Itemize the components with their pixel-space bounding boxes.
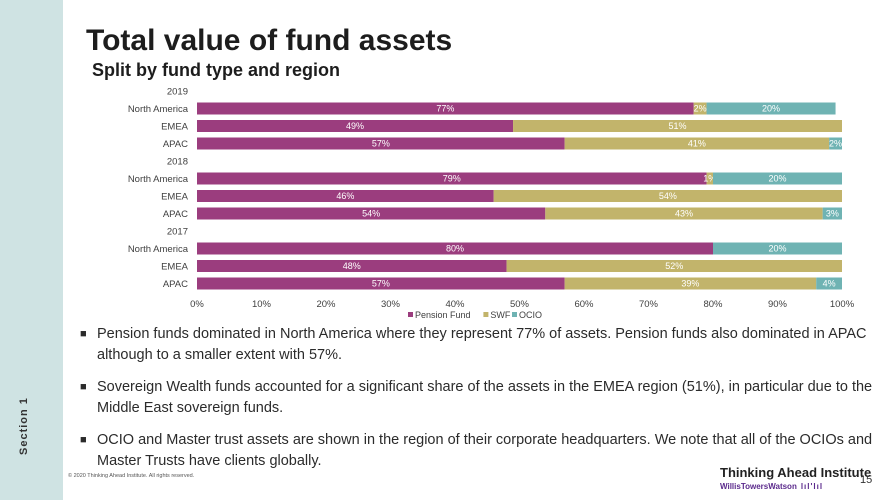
data-label: 20% <box>768 174 786 184</box>
section-label: Section 1 <box>18 397 30 455</box>
data-label: 54% <box>362 209 380 219</box>
bar-segment-pension-fund <box>197 260 507 272</box>
section-sidebar: Section 1 <box>0 0 63 500</box>
bullet-item: ■ Sovereign Wealth funds accounted for a… <box>80 377 875 419</box>
brand-secondary: WillisTowersWatson lıl'lıl <box>720 482 823 491</box>
row-label: EMEA <box>161 192 189 203</box>
row-label: APAC <box>163 139 188 150</box>
bar-segment-ocio <box>713 172 842 185</box>
data-label: 43% <box>675 209 693 219</box>
x-tick-label: 80% <box>703 299 723 310</box>
bar-segment-swf <box>564 137 830 150</box>
bar-segment-pension-fund <box>197 137 565 150</box>
brand-secondary-text: WillisTowersWatson <box>720 482 797 491</box>
data-label: 3% <box>826 209 839 219</box>
x-tick-label: 60% <box>574 299 594 310</box>
data-label: 41% <box>688 139 706 149</box>
bar-segment-pension-fund <box>197 207 546 220</box>
bullet-item: ■ Pension funds dominated in North Ameri… <box>80 324 875 366</box>
data-label: 4% <box>823 279 836 289</box>
bar-segment-pension-fund <box>197 190 494 202</box>
copyright: © 2020 Thinking Ahead Institute. All rig… <box>68 473 195 479</box>
bullet-icon: ■ <box>80 381 87 393</box>
slide-subtitle: Split by fund type and region <box>92 60 341 80</box>
bar-segment-ocio <box>706 102 836 115</box>
chart-svg: 2019 North America 77% 2% 20% EMEA 49% 51% APAC 5… <box>128 87 855 321</box>
bar-segment-swf <box>493 190 842 202</box>
data-label: 2% <box>829 139 842 149</box>
legend-swatch <box>512 312 517 317</box>
data-label: 80% <box>446 244 464 254</box>
legend-label: SWF <box>490 310 510 320</box>
data-label: 48% <box>343 261 361 271</box>
slide-title: Total value of fund assets <box>86 24 453 57</box>
year-group-label: 2019 <box>167 87 188 98</box>
bar-segment-ocio <box>822 207 842 220</box>
data-label: 49% <box>346 121 364 131</box>
bullet-text: Sovereign Wealth funds accounted for a s… <box>97 379 873 416</box>
bar-segment-pension-fund <box>197 242 713 255</box>
bullet-text: Pension funds dominated in North America… <box>97 326 867 363</box>
bar-segment-swf <box>513 120 842 132</box>
legend-swatch <box>483 312 489 317</box>
data-label: 77% <box>436 104 454 114</box>
data-label: 20% <box>762 104 780 114</box>
bar-segment-ocio <box>829 137 842 150</box>
data-label: 57% <box>372 139 390 149</box>
bullet-item: ■ OCIO and Master trust assets are shown… <box>80 430 875 472</box>
row-label: EMEA <box>161 122 189 133</box>
x-tick-label: 40% <box>445 299 465 310</box>
bar-segment-pension-fund <box>197 172 707 185</box>
data-label: 20% <box>768 244 786 254</box>
data-label: 1% <box>703 174 716 184</box>
data-label: 79% <box>443 174 461 184</box>
data-label: 46% <box>336 191 354 201</box>
x-tick-label: 100% <box>830 299 855 310</box>
bar-segment-swf <box>693 102 707 115</box>
year-group-label: 2018 <box>167 157 188 168</box>
data-label: 51% <box>669 121 687 131</box>
brand-logo-icon: lıl'lıl <box>800 482 824 491</box>
row-label: North America <box>128 104 189 115</box>
bullet-icon: ■ <box>80 328 87 340</box>
bar-segment-pension-fund <box>197 120 514 132</box>
row-label: APAC <box>163 279 188 290</box>
bar-segment-pension-fund <box>197 102 694 115</box>
bar-segment-swf <box>564 277 817 290</box>
x-tick-label: 20% <box>316 299 336 310</box>
bar-segment-ocio <box>713 242 842 255</box>
bar-segment-swf <box>545 207 823 220</box>
year-group-label: 2017 <box>167 227 188 238</box>
legend-label: OCIO <box>519 310 542 320</box>
bar-segment-pension-fund <box>197 277 565 290</box>
data-label: 57% <box>372 279 390 289</box>
x-tick-label: 50% <box>510 299 530 310</box>
row-label: EMEA <box>161 262 189 273</box>
legend-swatch <box>408 312 413 317</box>
data-label: 2% <box>694 104 707 114</box>
x-tick-label: 10% <box>252 299 272 310</box>
bullet-icon: ■ <box>80 434 87 446</box>
x-tick-label: 0% <box>190 299 204 310</box>
row-label: North America <box>128 244 189 255</box>
bar-segment-swf <box>506 260 842 272</box>
bar-segment-ocio <box>816 277 842 290</box>
bullet-list: ■ Pension funds dominated in North Ameri… <box>80 324 875 483</box>
bullet-text: OCIO and Master trust assets are shown i… <box>97 432 873 469</box>
brand-primary: Thinking Ahead Institute <box>720 465 872 480</box>
data-label: 39% <box>681 279 699 289</box>
data-label: 52% <box>665 261 683 271</box>
row-label: APAC <box>163 209 188 220</box>
x-tick-label: 70% <box>639 299 659 310</box>
page-number: 15 <box>860 474 873 486</box>
data-label: 54% <box>659 191 677 201</box>
bar-segment-swf <box>706 172 713 185</box>
x-tick-label: 30% <box>381 299 401 310</box>
x-tick-label: 90% <box>768 299 788 310</box>
legend-label: Pension Fund <box>415 310 471 320</box>
row-label: North America <box>128 174 189 185</box>
stacked-bar-chart: 2019 North America 77% 2% 20% EMEA 49% 51% APAC 5… <box>90 84 870 328</box>
